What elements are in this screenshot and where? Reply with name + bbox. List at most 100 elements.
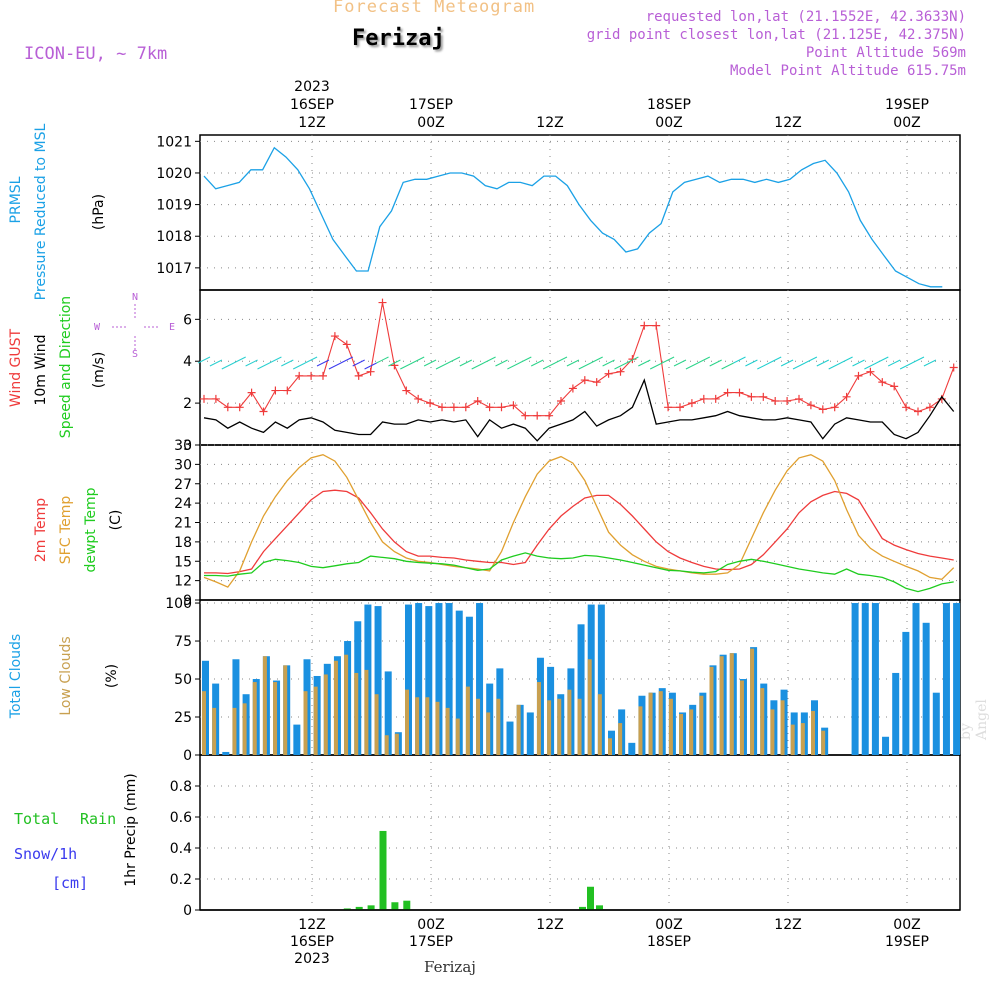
low-cloud-bar bbox=[405, 689, 409, 755]
wind-direction-arrow bbox=[411, 356, 425, 364]
gust-point bbox=[676, 403, 684, 412]
temperature-ytick-label: 21 bbox=[174, 516, 192, 532]
total-cloud-bar bbox=[932, 692, 940, 755]
temp-series-line-2 bbox=[204, 552, 954, 593]
gust-point bbox=[747, 392, 756, 401]
low-cloud-bar bbox=[384, 735, 389, 755]
wind-direction-arrow bbox=[245, 359, 258, 367]
pressure-ytick-label: 1020 bbox=[156, 166, 192, 182]
low-cloud-bar bbox=[547, 700, 552, 755]
top-axis-hour: 12Z bbox=[298, 115, 325, 131]
gust-point bbox=[842, 392, 851, 401]
bottom-axis-hour: 12Z bbox=[298, 917, 325, 933]
gust-point bbox=[473, 397, 482, 406]
model-label: ICON-EU, ~ 7km bbox=[24, 44, 168, 64]
gust-point bbox=[438, 403, 446, 412]
low-cloud-bar bbox=[435, 701, 440, 755]
temp-unit: (C) bbox=[108, 510, 124, 531]
dewpt-label: dewpt Temp bbox=[83, 487, 99, 572]
wind-direction-arrow bbox=[554, 356, 568, 364]
wind-direction-arrow bbox=[876, 356, 889, 364]
temperature-ytick-label: 27 bbox=[174, 477, 192, 493]
compass-n: N bbox=[132, 292, 138, 303]
pressure-ytick-label: 1019 bbox=[156, 198, 192, 214]
total-cloud-bar bbox=[374, 606, 382, 755]
gust-point bbox=[307, 371, 316, 380]
temperature-ytick-label: 24 bbox=[174, 496, 192, 512]
top-axis-hour: 00Z bbox=[655, 115, 682, 131]
bottom-axis-hour: 12Z bbox=[536, 917, 563, 933]
low-cloud-bar bbox=[262, 656, 267, 755]
gust-point bbox=[461, 403, 470, 412]
rain-bar bbox=[596, 905, 603, 910]
wind-dir-label: Speed and Direction bbox=[58, 296, 74, 438]
pressure-unit: (hPa) bbox=[91, 194, 107, 230]
gust-point bbox=[235, 403, 244, 412]
pressure-ytick-label: 1017 bbox=[156, 261, 192, 277]
wind-ytick-label: 0 bbox=[183, 438, 192, 454]
total-cloud-bar bbox=[384, 671, 392, 755]
precip-ytick-label: 0.4 bbox=[170, 841, 192, 857]
low-cloud-bar bbox=[760, 688, 765, 755]
gust-series-line bbox=[204, 302, 955, 417]
low-cloud-bar bbox=[445, 707, 450, 755]
snow-unit: [cm] bbox=[52, 874, 88, 892]
low-cloud-bar bbox=[486, 712, 491, 755]
point-altitude: Point Altitude 569m bbox=[805, 45, 966, 61]
top-axis-date: 19SEP bbox=[885, 97, 929, 113]
gust-point bbox=[449, 403, 458, 412]
low-cloud-bar bbox=[739, 680, 744, 755]
bottom-axis-hour: 00Z bbox=[417, 917, 444, 933]
wind-direction-arrow bbox=[328, 362, 342, 370]
top-axis-date: 17SEP bbox=[409, 97, 453, 113]
rain-bar bbox=[355, 906, 363, 910]
low-cloud-bar bbox=[496, 698, 501, 755]
wind-direction-arrow bbox=[840, 356, 853, 364]
wind-direction-arrow bbox=[828, 362, 841, 370]
temperature-ytick-label: 9 bbox=[183, 593, 192, 609]
wind-direction-arrow bbox=[257, 362, 270, 370]
wind-label: 10m Wind bbox=[33, 334, 49, 405]
low-cloud-bar bbox=[242, 703, 247, 755]
bottom-axis-hour: 12Z bbox=[774, 917, 801, 933]
wind-ytick-label: 2 bbox=[183, 396, 192, 412]
low-cloud-bar bbox=[202, 691, 206, 755]
low-cloud-bar bbox=[557, 698, 562, 755]
low-cloud-bar bbox=[354, 672, 359, 755]
wind-direction-arrow bbox=[495, 359, 508, 367]
wind-direction-arrow bbox=[197, 356, 211, 364]
location-title: Ferizaj bbox=[352, 26, 445, 51]
total-cloud-bar bbox=[942, 603, 950, 755]
clouds-ytick-label: 25 bbox=[174, 710, 192, 726]
temperature-ytick-label: 33 bbox=[174, 438, 192, 454]
pressure-ytick-label: 1018 bbox=[156, 229, 192, 245]
bottom-axis-date: 18SEP bbox=[647, 934, 691, 950]
wind-unit: (m/s) bbox=[91, 352, 107, 389]
wind-direction-arrow bbox=[864, 362, 877, 370]
pressure-ytick-label: 1021 bbox=[156, 134, 192, 150]
gust-point bbox=[354, 371, 363, 380]
total-cloud-bar bbox=[476, 603, 484, 755]
clouds-ytick-label: 0 bbox=[183, 748, 192, 764]
low-cloud-bar bbox=[668, 698, 673, 755]
top-axis-hour: 00Z bbox=[417, 115, 444, 131]
gust-point bbox=[414, 394, 423, 403]
total-cloud-bar bbox=[597, 604, 605, 755]
total-cloud-bar bbox=[922, 622, 930, 755]
gust-point bbox=[890, 382, 899, 391]
gust-point bbox=[211, 394, 220, 403]
footer-location: Ferizaj bbox=[424, 958, 476, 976]
low-cloud-bar bbox=[323, 674, 328, 755]
top-axis-date: 18SEP bbox=[647, 97, 691, 113]
top-axis-date: 16SEP bbox=[290, 97, 334, 113]
low-cloud-bar bbox=[465, 686, 470, 755]
product-title: Forecast Meteogram bbox=[333, 0, 536, 17]
temp-series-line-1 bbox=[203, 454, 955, 588]
wind-direction-arrow bbox=[340, 356, 354, 364]
low-cloud-bar bbox=[689, 709, 694, 755]
wind-direction-arrow bbox=[364, 362, 377, 370]
wind-direction-arrow bbox=[542, 362, 556, 370]
wind-direction-arrow bbox=[899, 362, 913, 370]
pressure-label-1: PRMSL bbox=[8, 176, 24, 223]
